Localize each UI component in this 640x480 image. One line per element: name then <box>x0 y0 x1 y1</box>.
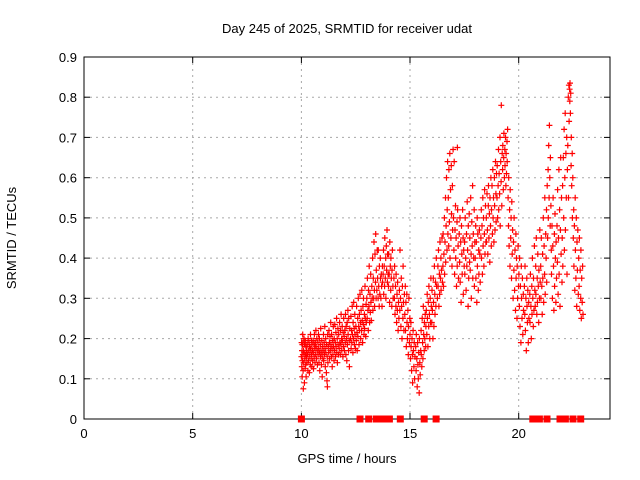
y-tick-label: 0.6 <box>59 171 77 186</box>
zero-value-marker <box>379 415 387 423</box>
y-tick-label: 0.5 <box>59 211 77 226</box>
zero-value-marker <box>365 415 373 423</box>
x-axis-label: GPS time / hours <box>298 451 397 466</box>
chart-title: Day 245 of 2025, SRMTID for receiver uda… <box>222 21 472 36</box>
gridlines <box>84 57 610 419</box>
x-tick-label: 5 <box>189 426 196 441</box>
zero-value-marker <box>396 415 404 423</box>
y-tick-label: 0.1 <box>59 372 77 387</box>
zero-value-markers <box>297 415 585 423</box>
zero-value-marker <box>569 415 577 423</box>
x-tick-label: 20 <box>511 426 525 441</box>
axes-and-ticks: 0 5 10 15 20 0 0.1 0.2 0.3 0.4 0.5 0.6 0.7 0.8 0.9 <box>59 50 611 441</box>
zero-value-marker <box>356 415 364 423</box>
zero-value-marker <box>297 415 305 423</box>
zero-value-marker <box>577 415 585 423</box>
x-tick-label: 0 <box>80 426 87 441</box>
plot-border <box>83 56 611 420</box>
zero-value-marker <box>432 415 440 423</box>
zero-value-marker <box>529 415 537 423</box>
zero-value-marker <box>420 415 428 423</box>
y-tick-label: 0 <box>70 412 77 427</box>
x-tick-label: 15 <box>403 426 417 441</box>
zero-value-marker <box>372 415 380 423</box>
y-tick-label: 0.3 <box>59 291 77 306</box>
y-tick-label: 0.4 <box>59 251 77 266</box>
zero-value-marker <box>535 415 543 423</box>
zero-value-marker <box>561 415 569 423</box>
y-tick-label: 0.2 <box>59 332 77 347</box>
zero-value-marker <box>385 415 393 423</box>
y-tick-label: 0.8 <box>59 90 77 105</box>
y-tick-label: 0.9 <box>59 50 77 65</box>
y-axis-label: SRMTID / TECUs <box>4 186 19 289</box>
x-tick-label: 10 <box>294 426 308 441</box>
zero-value-marker <box>556 415 564 423</box>
y-tick-label: 0.7 <box>59 130 77 145</box>
zero-value-marker <box>543 415 551 423</box>
data-point-pluses <box>298 80 586 396</box>
scatter-points <box>298 80 586 396</box>
